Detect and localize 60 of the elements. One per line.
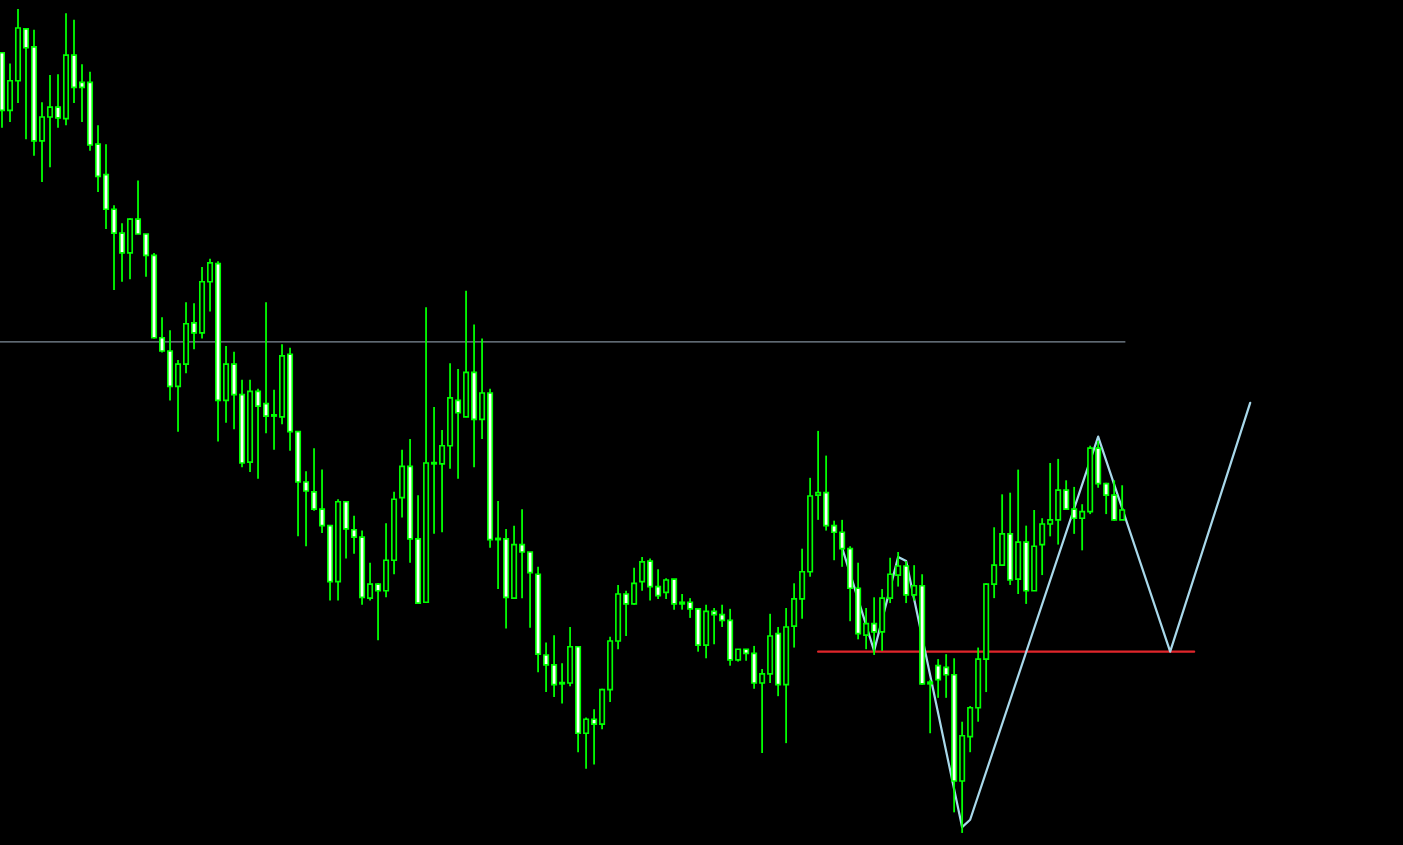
candlestick bbox=[839, 518, 846, 568]
candlestick bbox=[311, 447, 318, 512]
candlestick bbox=[551, 634, 558, 698]
candlestick bbox=[110, 204, 118, 291]
candlestick bbox=[863, 607, 870, 651]
candlestick bbox=[591, 708, 598, 766]
candlestick bbox=[935, 658, 942, 699]
candlestick bbox=[583, 716, 590, 770]
candlestick bbox=[319, 468, 326, 534]
candlestick bbox=[206, 257, 214, 313]
candlestick bbox=[174, 359, 182, 433]
candlestick bbox=[663, 577, 670, 600]
candlestick bbox=[831, 519, 838, 562]
candlestick bbox=[991, 526, 998, 600]
candlestick bbox=[527, 551, 534, 629]
candlestick bbox=[1103, 481, 1110, 515]
candlestick bbox=[375, 582, 382, 642]
candlestick bbox=[455, 368, 462, 480]
candlestick bbox=[887, 556, 894, 604]
candlestick bbox=[687, 597, 694, 619]
candlestick bbox=[38, 101, 46, 183]
candlestick bbox=[1079, 503, 1086, 552]
candlestick bbox=[54, 73, 62, 129]
candlestick bbox=[711, 607, 718, 646]
candlestick bbox=[543, 641, 550, 693]
candlestick bbox=[303, 470, 310, 548]
candlestick bbox=[190, 302, 198, 351]
candlestick bbox=[911, 564, 918, 602]
candlestick bbox=[134, 179, 142, 235]
candlestick bbox=[927, 678, 934, 735]
candlestick bbox=[263, 301, 270, 435]
candlestick bbox=[118, 222, 126, 283]
candlestick bbox=[1119, 484, 1126, 521]
candlestick bbox=[1047, 462, 1054, 538]
candlestick bbox=[439, 429, 446, 534]
candlestick bbox=[719, 603, 726, 628]
candlestick bbox=[255, 387, 262, 480]
candlestick bbox=[1039, 517, 1046, 576]
candlestick bbox=[639, 556, 646, 592]
candlestick bbox=[271, 388, 278, 451]
candlestick bbox=[759, 668, 766, 754]
candlestick bbox=[46, 74, 54, 169]
candlestick bbox=[943, 653, 950, 699]
candlestick bbox=[623, 589, 630, 637]
candlestick bbox=[895, 551, 902, 588]
candlestick bbox=[78, 63, 86, 123]
candlestick bbox=[1071, 485, 1078, 535]
candlestick bbox=[351, 514, 358, 555]
candlestick bbox=[655, 568, 662, 600]
candlestick bbox=[1063, 479, 1070, 511]
candlestick bbox=[559, 662, 566, 705]
candlestick bbox=[519, 508, 526, 600]
candlestick bbox=[142, 233, 150, 278]
candlestick bbox=[158, 316, 166, 354]
candlestick bbox=[631, 566, 638, 606]
candlestick bbox=[22, 27, 30, 141]
candlestick bbox=[367, 561, 374, 602]
candlestick bbox=[815, 429, 822, 521]
candlestick bbox=[871, 596, 878, 656]
candlestick bbox=[431, 406, 438, 535]
